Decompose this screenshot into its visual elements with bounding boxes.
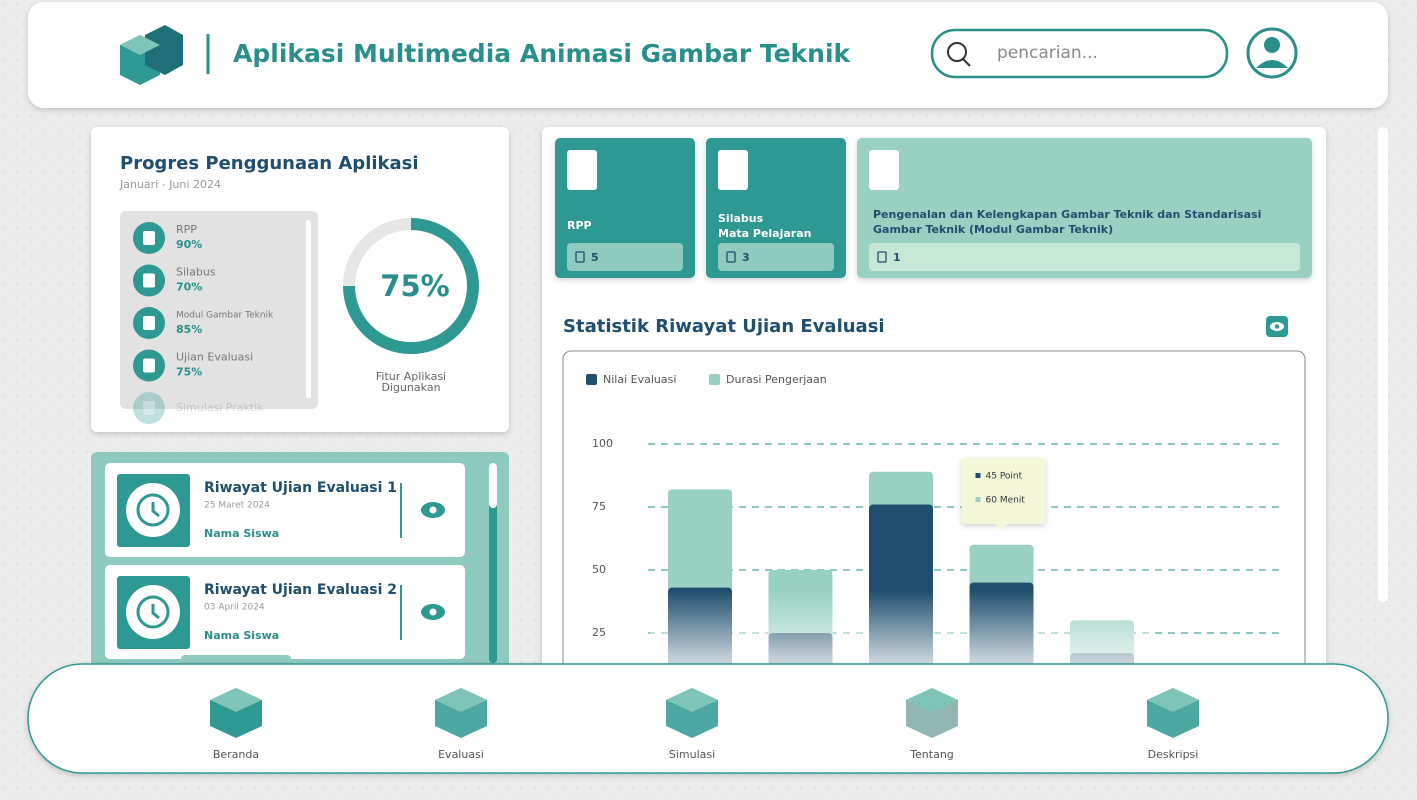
history-date: 03 April 2024 <box>204 603 265 613</box>
card-count-bar <box>718 243 834 271</box>
history-student: Nama Siswa <box>204 629 279 642</box>
list-scrollbar[interactable] <box>306 220 311 398</box>
card-icon <box>869 150 899 190</box>
card-count-bar <box>869 243 1300 271</box>
item-icon-glyph <box>143 231 155 245</box>
item-label: Ujian Evaluasi <box>176 351 253 364</box>
item-icon <box>133 392 165 424</box>
history-scroll-track <box>489 463 497 663</box>
card-count-icon <box>726 251 736 263</box>
history-date: 25 Maret 2024 <box>204 501 270 511</box>
y-tick-label: 100 <box>592 437 613 450</box>
history-title: Riwayat Ujian Evaluasi 2 <box>204 582 397 598</box>
avatar[interactable] <box>1246 27 1298 79</box>
nav-icon-top <box>1147 688 1199 712</box>
item-percent: 90% <box>176 238 202 251</box>
header: Aplikasi Multimedia Animasi Gambar Tekni… <box>28 2 1388 108</box>
card-title: Pengenalan dan Kelengkapan Gambar Teknik… <box>873 208 1261 221</box>
history-title: Riwayat Ujian Evaluasi 1 <box>204 480 397 496</box>
history-card[interactable] <box>105 463 465 557</box>
nav-icon-top <box>906 688 958 712</box>
nav-label[interactable]: Evaluasi <box>438 748 484 761</box>
card-title: Silabus <box>718 212 764 225</box>
item-icon-glyph <box>143 316 155 330</box>
item-icon-glyph <box>143 358 155 373</box>
right-panel: Statistik Riwayat Ujian Evaluasi Nilai E… <box>542 127 1326 696</box>
history-panel: Riwayat Ujian Evaluasi 1 25 Maret 2024 Nam… <box>91 452 509 672</box>
progress-card: Progres Penggunaan Aplikasi Januari - Ju… <box>91 127 509 432</box>
nav-label[interactable]: Beranda <box>213 748 259 761</box>
item-label: Silabus <box>176 266 216 279</box>
card-count: 1 <box>893 251 901 264</box>
item-label: Simulasi Praktik <box>176 401 264 414</box>
nav-label[interactable]: Simulasi <box>669 748 715 761</box>
history-student: Nama Siswa <box>204 527 279 540</box>
history-icon-hands <box>151 604 160 620</box>
view-icon-pupil <box>429 608 437 616</box>
card-count-bar <box>567 243 683 271</box>
card-icon <box>718 150 748 190</box>
chart-title: Statistik Riwayat Ujian Evaluasi <box>563 316 885 337</box>
nav-icon-top <box>435 688 487 712</box>
search-icon-handle <box>962 58 971 67</box>
legend-swatch <box>709 374 720 385</box>
nav-label[interactable]: Tentang <box>909 748 954 761</box>
card-count: 3 <box>742 251 750 264</box>
y-tick-label: 25 <box>592 626 606 639</box>
app-title: Aplikasi Multimedia Animasi Gambar Tekni… <box>233 39 852 68</box>
page-scrollbar[interactable] <box>1378 127 1388 602</box>
tooltip-swatch <box>975 497 981 502</box>
search-placeholder: pencarian... <box>997 43 1098 63</box>
view-icon-pupil <box>429 506 437 514</box>
progress-list <box>120 211 318 409</box>
item-percent: 70% <box>176 281 202 294</box>
history-icon-clock <box>136 595 170 629</box>
history-scrollbar[interactable] <box>489 463 497 508</box>
legend-swatch <box>586 374 597 385</box>
tooltip-text: 60 Menit <box>986 496 1026 506</box>
nav-icon-top <box>210 688 262 712</box>
tooltip-swatch <box>975 473 981 478</box>
card-title: Mata Pelajaran <box>718 227 811 240</box>
card-title: Gambar Teknik (Modul Gambar Teknik) <box>873 223 1113 236</box>
search-box[interactable] <box>930 28 1229 79</box>
bottom-nav: Beranda Evaluasi Simulasi Tentang Deskripsi <box>27 655 1389 774</box>
item-percent: 85% <box>176 323 202 336</box>
item-percent: 75% <box>176 366 202 379</box>
y-tick-label: 75 <box>592 500 606 513</box>
item-icon-glyph <box>143 401 155 415</box>
history-icon-hands <box>151 502 160 518</box>
legend-label: Durasi Pengerjaan <box>726 373 827 386</box>
tooltip-text: 45 Point <box>986 472 1023 482</box>
tooltip-arrow <box>995 524 1008 531</box>
item-label: RPP <box>176 223 197 236</box>
legend-label: Nilai Evaluasi <box>603 373 676 386</box>
ring-caption: Fitur Aplikasi <box>376 370 446 383</box>
ring-label: 75% <box>380 269 449 303</box>
history-card[interactable] <box>105 565 465 659</box>
nav-icon-top <box>666 688 718 712</box>
card-count-icon <box>575 251 585 263</box>
card-count-icon <box>877 251 887 263</box>
progress-period: Januari - Juni 2024 <box>119 178 221 191</box>
card-title: RPP <box>567 219 592 232</box>
history-icon-clock <box>136 493 170 527</box>
tooltip <box>961 458 1046 524</box>
ring-caption: Digunakan <box>381 381 440 394</box>
y-tick-label: 50 <box>592 563 606 576</box>
ring-progress <box>343 218 479 354</box>
view-icon-pupil <box>1274 324 1280 329</box>
nav-label[interactable]: Deskripsi <box>1148 748 1199 761</box>
progress-title: Progres Penggunaan Aplikasi <box>120 153 419 174</box>
item-label: Modul Gambar Teknik <box>176 311 274 321</box>
bar-fade <box>650 590 1150 670</box>
logo[interactable] <box>120 25 183 85</box>
header-bar <box>28 2 1388 108</box>
search-icon <box>947 42 967 62</box>
card-count: 5 <box>591 251 599 264</box>
item-icon-glyph <box>143 273 155 288</box>
card-icon <box>567 150 597 190</box>
